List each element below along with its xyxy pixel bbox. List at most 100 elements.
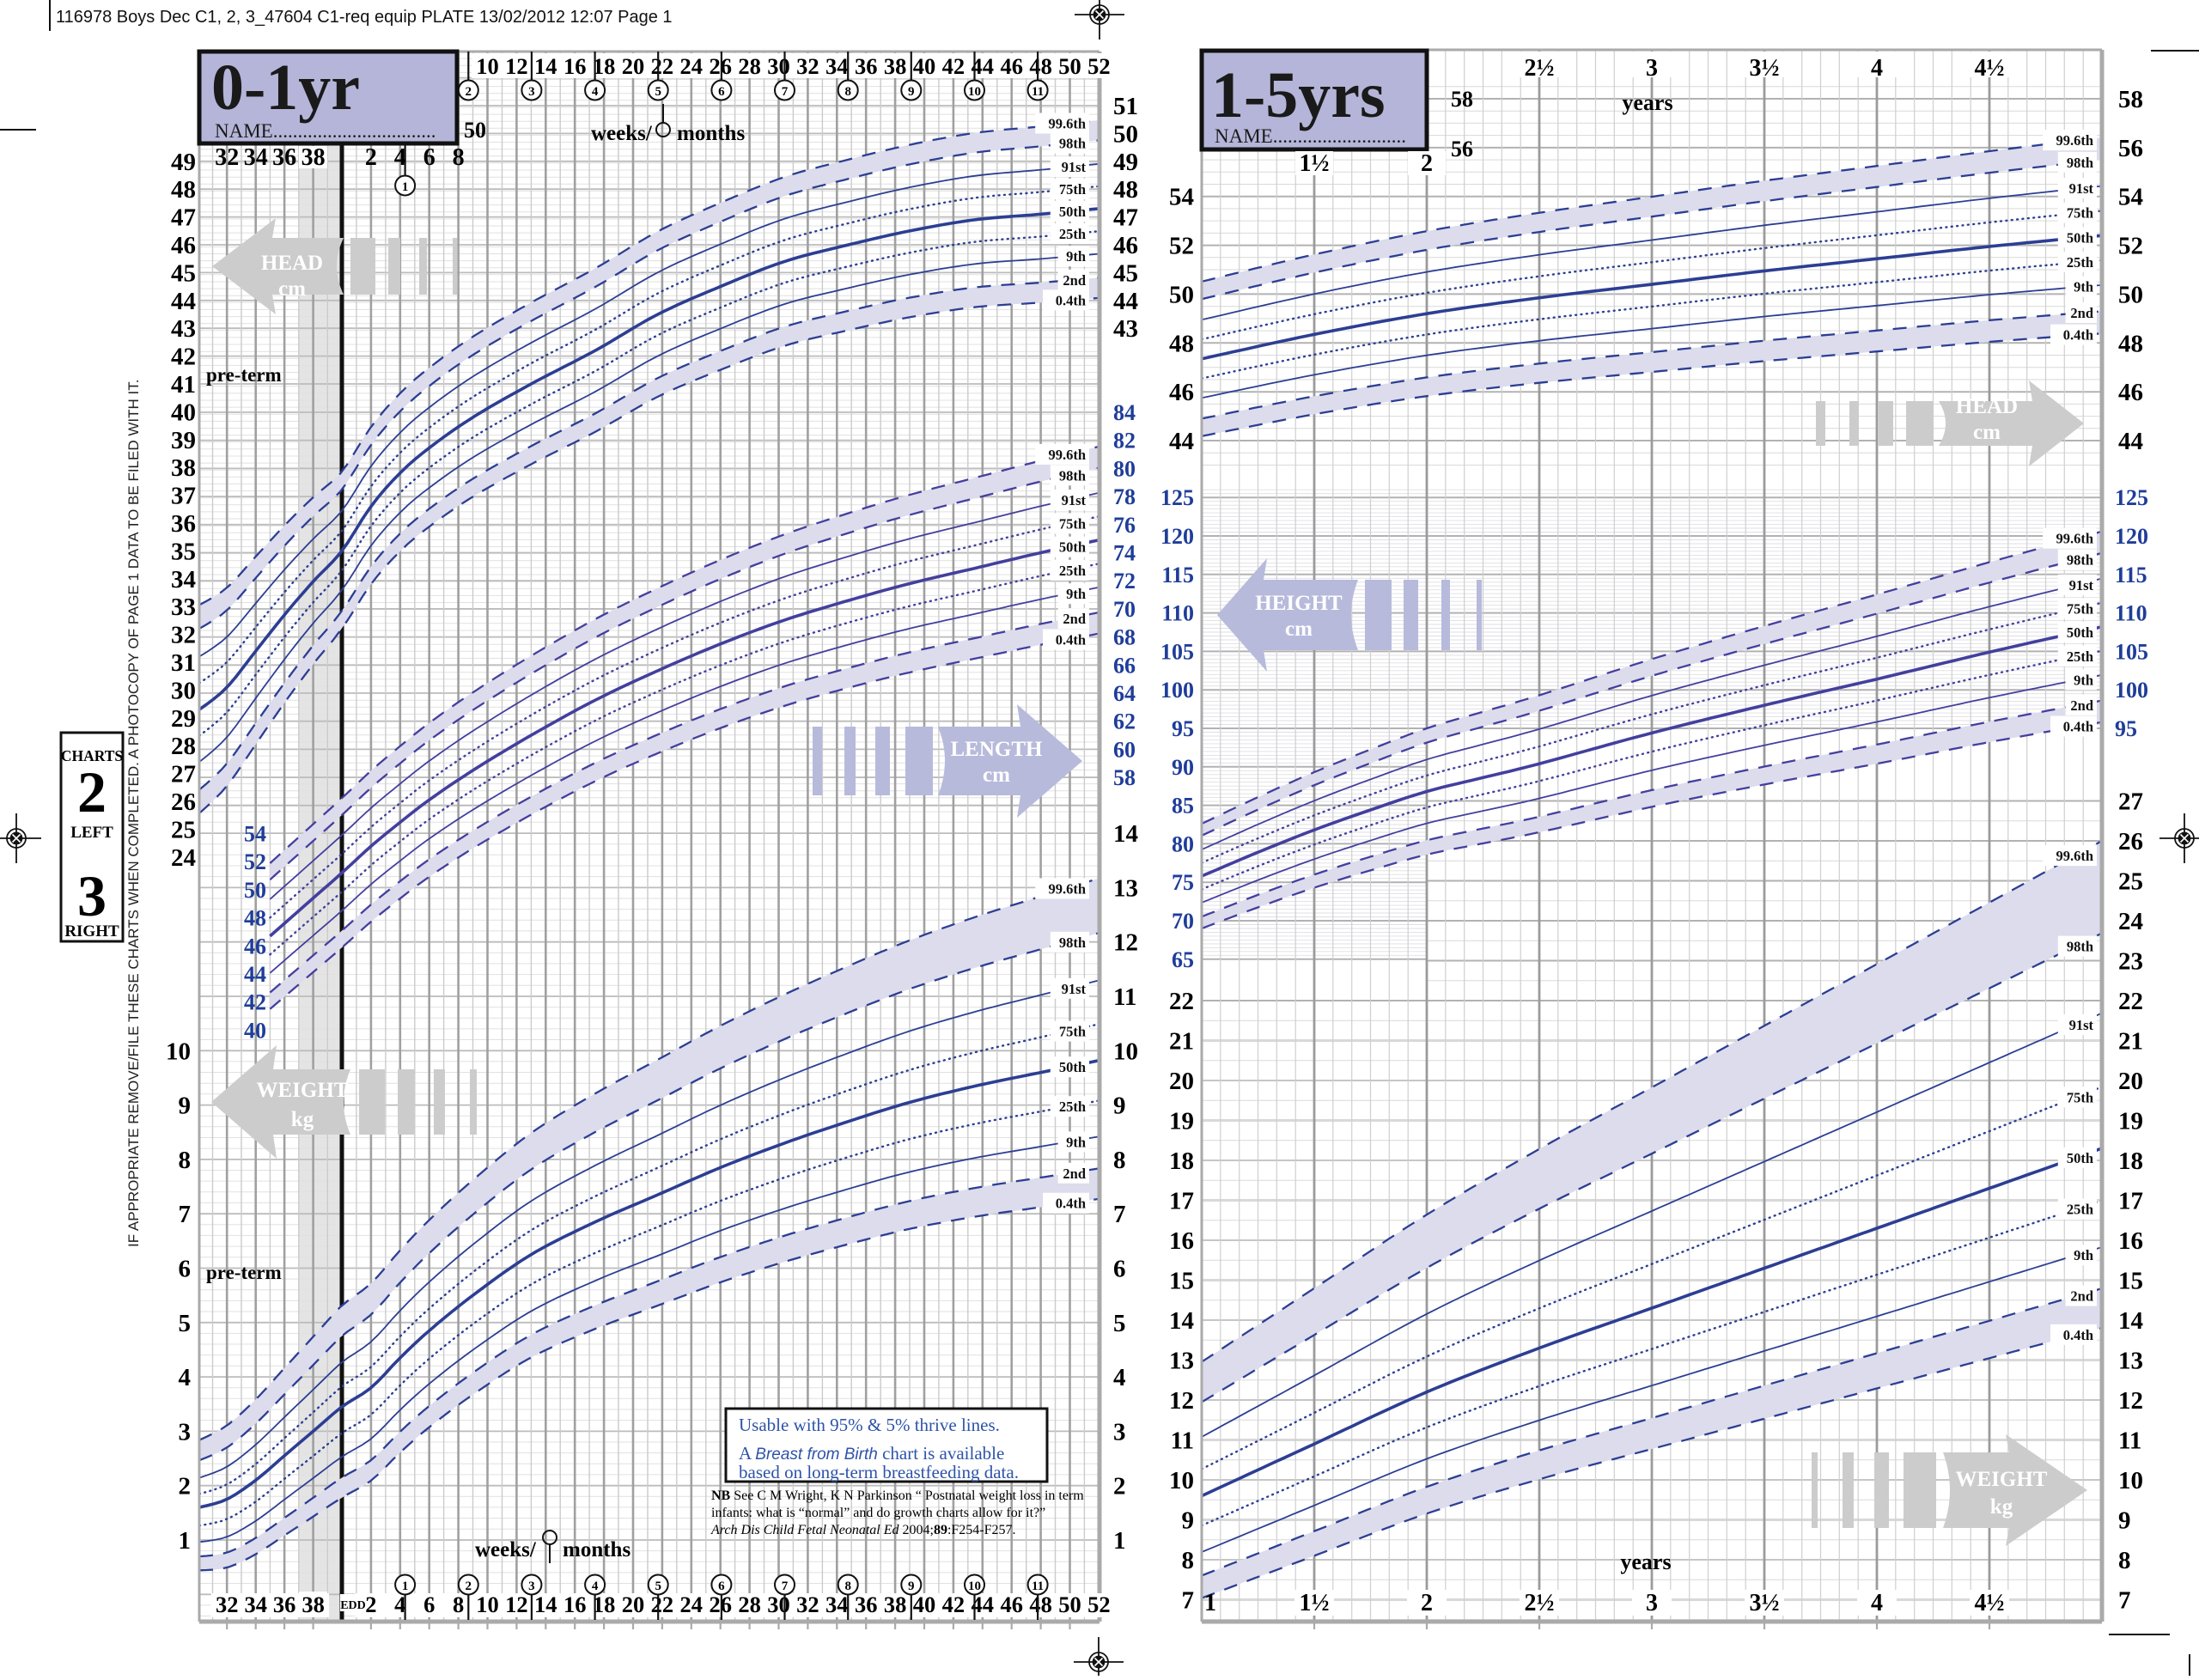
- svg-text:34: 34: [825, 1592, 849, 1617]
- svg-text:26: 26: [709, 53, 732, 79]
- svg-text:2nd: 2nd: [2070, 697, 2093, 714]
- svg-text:52: 52: [1087, 1592, 1111, 1617]
- svg-text:1: 1: [1204, 1590, 1216, 1616]
- svg-text:91st: 91st: [1062, 159, 1087, 175]
- svg-text:5: 5: [1113, 1310, 1126, 1337]
- svg-text:25th: 25th: [1059, 226, 1086, 242]
- svg-text:13: 13: [2118, 1348, 2143, 1375]
- svg-text:36: 36: [855, 1592, 878, 1617]
- svg-text:cm: cm: [278, 277, 306, 301]
- svg-text:48: 48: [244, 906, 266, 931]
- svg-text:2nd: 2nd: [1063, 611, 1086, 627]
- svg-text:4: 4: [394, 144, 406, 171]
- svg-text:2nd: 2nd: [1063, 272, 1086, 289]
- svg-text:2: 2: [179, 1473, 192, 1500]
- svg-text:52: 52: [2118, 233, 2143, 260]
- svg-text:cm: cm: [1285, 618, 1313, 641]
- svg-text:9: 9: [1182, 1507, 1195, 1535]
- svg-text:29: 29: [171, 705, 196, 733]
- svg-text:95: 95: [1172, 716, 1194, 741]
- svg-text:years: years: [1622, 90, 1672, 115]
- svg-text:46: 46: [1000, 1592, 1023, 1617]
- svg-text:32: 32: [215, 144, 239, 171]
- svg-text:7: 7: [1182, 1587, 1195, 1615]
- svg-text:28: 28: [738, 1592, 761, 1617]
- svg-text:7: 7: [782, 1580, 789, 1593]
- svg-text:49: 49: [171, 149, 196, 176]
- svg-text:20: 20: [2118, 1068, 2143, 1095]
- svg-text:8: 8: [1182, 1547, 1195, 1574]
- svg-text:32: 32: [171, 622, 196, 649]
- svg-text:42: 42: [942, 53, 965, 79]
- svg-text:9: 9: [1113, 1093, 1126, 1120]
- svg-text:38: 38: [302, 1592, 325, 1617]
- svg-text:9: 9: [2118, 1507, 2131, 1535]
- svg-text:91st: 91st: [2069, 180, 2094, 197]
- svg-text:82: 82: [1113, 429, 1136, 453]
- svg-text:48: 48: [1029, 53, 1052, 79]
- svg-text:4: 4: [1871, 1590, 1883, 1616]
- svg-text:58: 58: [2118, 86, 2143, 113]
- svg-text:42: 42: [244, 990, 266, 1015]
- svg-text:75th: 75th: [1059, 1024, 1086, 1040]
- svg-text:LENGTH: LENGTH: [951, 738, 1044, 761]
- svg-text:0.4th: 0.4th: [2063, 719, 2093, 735]
- svg-text:4: 4: [179, 1364, 192, 1391]
- svg-text:0.4th: 0.4th: [1056, 292, 1086, 308]
- svg-text:30: 30: [767, 1592, 790, 1617]
- svg-text:8: 8: [844, 1580, 851, 1593]
- svg-text:98th: 98th: [1059, 467, 1086, 484]
- svg-text:58: 58: [1451, 87, 1473, 112]
- svg-text:24: 24: [2118, 908, 2143, 935]
- svg-text:44: 44: [171, 288, 196, 315]
- svg-text:8: 8: [453, 1592, 464, 1617]
- svg-text:24: 24: [171, 844, 196, 872]
- svg-text:38: 38: [884, 1592, 907, 1617]
- svg-text:58: 58: [1113, 765, 1136, 790]
- svg-text:80: 80: [1113, 456, 1136, 481]
- svg-text:22: 22: [651, 1592, 674, 1617]
- svg-text:120: 120: [2115, 524, 2148, 549]
- svg-text:5: 5: [655, 1580, 661, 1593]
- svg-text:0.4th: 0.4th: [2063, 1327, 2093, 1343]
- svg-text:25th: 25th: [2067, 648, 2093, 665]
- svg-text:68: 68: [1113, 625, 1136, 650]
- svg-text:10: 10: [476, 1592, 499, 1617]
- svg-text:75th: 75th: [2067, 600, 2093, 617]
- svg-text:34: 34: [171, 566, 196, 593]
- svg-text:46: 46: [1000, 53, 1023, 79]
- svg-text:18: 18: [593, 53, 616, 79]
- svg-text:weeks/: weeks/: [475, 1538, 537, 1561]
- svg-text:weeks/: weeks/: [591, 122, 653, 145]
- svg-text:17: 17: [2118, 1188, 2143, 1215]
- svg-text:14: 14: [1113, 820, 1138, 848]
- svg-text:6: 6: [718, 1580, 725, 1593]
- svg-text:45: 45: [171, 259, 196, 287]
- svg-text:50th: 50th: [1059, 1059, 1086, 1075]
- svg-text:HEAD: HEAD: [261, 252, 323, 275]
- svg-text:21: 21: [2118, 1028, 2143, 1056]
- svg-text:2: 2: [1421, 1590, 1433, 1616]
- svg-text:18: 18: [593, 1592, 616, 1617]
- svg-text:25: 25: [2118, 868, 2143, 896]
- svg-text:3½: 3½: [1750, 1590, 1780, 1616]
- svg-text:40: 40: [171, 399, 196, 426]
- svg-text:31: 31: [171, 649, 196, 677]
- svg-text:3: 3: [1113, 1418, 1126, 1446]
- svg-text:44: 44: [1113, 288, 1138, 315]
- svg-text:16: 16: [1169, 1227, 1194, 1255]
- svg-text:46: 46: [1169, 379, 1194, 406]
- svg-text:56: 56: [1451, 137, 1473, 161]
- svg-text:99.6th: 99.6th: [1048, 881, 1086, 898]
- svg-text:95: 95: [2115, 716, 2137, 741]
- svg-text:0-1yr: 0-1yr: [211, 52, 360, 124]
- svg-text:10: 10: [2118, 1467, 2143, 1494]
- svg-text:41: 41: [171, 371, 196, 399]
- svg-text:84: 84: [1113, 400, 1136, 425]
- svg-text:76: 76: [1113, 513, 1136, 538]
- svg-text:2: 2: [365, 1592, 376, 1617]
- svg-text:3: 3: [528, 85, 535, 99]
- svg-text:36: 36: [171, 510, 196, 538]
- svg-text:27: 27: [171, 761, 196, 788]
- svg-text:50th: 50th: [2067, 229, 2093, 246]
